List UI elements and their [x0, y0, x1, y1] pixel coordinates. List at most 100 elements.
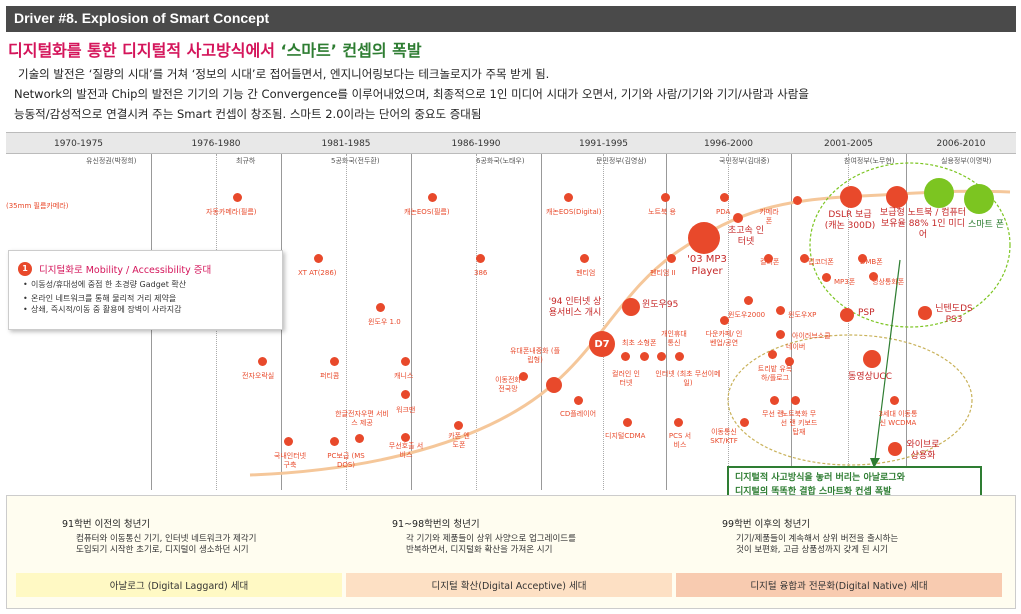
event-label: 한글전자우편 서비스 제공 [335, 410, 389, 427]
event-label: 윈도우 1.0 [368, 318, 401, 326]
gen-desc-acceptive: 각 기기와 제품들이 상위 사양으로 업그레이드를 반복하면서, 디지털화 확산… [406, 534, 576, 556]
event-label: 동영상UCC [848, 372, 892, 382]
event-label: MP3폰 [834, 278, 856, 286]
event-dot [740, 418, 749, 427]
period-2001: 2001-2005 [823, 139, 874, 149]
intro-text: 기술의 발전은 ‘질량의 시대’를 거쳐 ‘정보의 시대’로 접어들면서, 엔지… [14, 64, 1014, 124]
event-dot [720, 193, 729, 202]
event-dot [401, 357, 410, 366]
event-dot [574, 396, 583, 405]
divider [346, 154, 347, 490]
event-dot [840, 186, 862, 208]
gov-roh-mh: 참여정부(노무현) [844, 157, 895, 165]
callout-line: 디지털의 똑똑한 결합 스마트화 컨셉 폭발 [735, 487, 892, 497]
event-label: '94 인터넷 상용서비스 개시 [548, 297, 602, 318]
gen-desc-native: 기기/제품들이 계속해서 상위 버전을 출시하는 것이 보편화, 고급 상품성까… [736, 534, 898, 556]
event-dot [720, 316, 729, 325]
gov-park: 유신정권(박정희) [86, 157, 137, 165]
event-label: PC보급 (MS DOS) [327, 452, 365, 469]
event-label: 무선 랜 [762, 410, 784, 418]
mobility-bullet: 상쇄, 즉시적/이동 중 활용에 장벽이 사라지감 [23, 304, 186, 315]
event-dot [858, 254, 867, 263]
event-label: PCS 서비스 [668, 432, 692, 449]
gov-chun: 5공화국(전두환) [331, 157, 380, 165]
event-dot [674, 418, 683, 427]
event-label: 이동전화 전국망 [495, 376, 521, 393]
event-label: XT AT(286) [298, 269, 337, 277]
event-label: 카폰 엔도폰 [448, 432, 470, 449]
mobility-box-number: 1 [18, 262, 32, 276]
event-label: DSLR 보급 (캐논 300D) [824, 210, 876, 231]
event-dot-d7: D7 [589, 331, 615, 357]
event-label-smartphone: 스마트 폰 [968, 220, 1004, 230]
period-1986: 1986-1990 [451, 139, 501, 149]
event-label: 3세대 이동통신 WCDMA [878, 410, 918, 427]
event-dot [233, 193, 242, 202]
gen-band-acceptive: 디지털 확산(Digital Acceptive) 세대 [346, 573, 672, 597]
event-label: 초고속 인터넷 [728, 226, 764, 247]
divider [541, 154, 542, 490]
intro-line-3: 능동적/감성적으로 연결시켜 주는 Smart 컨셉이 창조됨. 스마트 2.0… [14, 107, 482, 121]
event-dot [401, 433, 410, 442]
gen-title-acceptive: 91~98학번의 청년기 [392, 519, 480, 530]
event-dot [657, 352, 666, 361]
event-dot [622, 298, 640, 316]
divider [791, 154, 792, 490]
event-dot [888, 442, 902, 456]
event-label: 윈도우2000 [728, 311, 766, 319]
event-dot [675, 352, 684, 361]
event-dot [667, 254, 676, 263]
period-1996: 1996-2000 [703, 139, 754, 149]
event-dot [776, 330, 785, 339]
event-label: '03 MP3 Player [687, 254, 727, 277]
event-label: 워크맨 [396, 406, 416, 414]
event-dot [546, 377, 562, 393]
page-title: Driver #8. Explosion of Smart Concept [14, 10, 270, 26]
event-dot [476, 254, 485, 263]
event-label: 윈도우XP [788, 311, 817, 319]
event-dot [428, 193, 437, 202]
headline-part2: ‘스마트’ 컨셉의 폭발 [280, 41, 422, 60]
event-dot [623, 418, 632, 427]
event-label: 노트북 용 [648, 208, 676, 216]
event-label: 펜티엄 II [650, 269, 676, 277]
event-label: 디지털CDMA [605, 432, 646, 440]
gen-desc-analog: 컴퓨터와 이동통신 기기, 인터넷 네트워크가 제각기 도입되기 시작한 초기로… [76, 534, 256, 556]
event-label: 영상통화폰 [872, 278, 905, 286]
gov-kim-ys: 문민정부(김영삼) [596, 157, 647, 165]
event-dot [733, 213, 743, 223]
header-bar: Driver #8. Explosion of Smart Concept [6, 6, 1016, 32]
event-dot [640, 352, 649, 361]
event-label: 다운카페/ 인벤업/공연 [705, 330, 743, 347]
mobility-bullet: 온라인 네트워크를 통해 물리적 거리 제약을 [23, 293, 186, 304]
event-dot [791, 396, 800, 405]
government-row: 유신정권(박정희) 최규하 5공화국(전두환) 6공화국(노태우) 문민정부(김… [6, 154, 1016, 170]
callout-line: 디지털적 사고방식을 놓러 버리는 아날로그와 [735, 473, 905, 483]
event-dot [580, 254, 589, 263]
event-label: DMB폰 [860, 258, 883, 266]
event-label: 닌텐도DS PS3 [935, 304, 973, 325]
event-label: (35mm 필름카메라) [6, 202, 69, 210]
gen-band-native: 디지털 융합과 전문화(Digital Native) 세대 [676, 573, 1002, 597]
event-dot [918, 306, 932, 320]
event-dot [770, 396, 779, 405]
event-dot [800, 254, 809, 263]
gen-desc-line: 반복하면서, 디지털화 확산을 가져온 시기 [406, 545, 553, 555]
event-label: 컬러인 인터넷 [612, 370, 640, 387]
event-label: 퍼티콤 [320, 372, 340, 380]
event-dot [454, 421, 463, 430]
event-label: 트리밭 유목하/플로그 [757, 365, 793, 382]
event-dot [661, 193, 670, 202]
smart-dot [964, 184, 994, 214]
gen-desc-line: 도입되기 시작한 초기로, 디지털이 생소하던 시기 [76, 545, 249, 555]
event-dot [768, 350, 777, 359]
gov-roh: 6공화국(노태우) [476, 157, 525, 165]
event-label: 노트북화 무선 랜 키보드탑재 [780, 410, 818, 436]
event-dot [863, 350, 881, 368]
intro-line-2: Network의 발전과 Chip의 발전은 기기의 기능 간 Converge… [14, 87, 809, 101]
event-dot [764, 254, 773, 263]
event-label: PSP [858, 308, 875, 318]
event-dot [564, 193, 573, 202]
event-label: 국내인터넷 구축 [273, 452, 307, 469]
event-dot [886, 186, 908, 208]
